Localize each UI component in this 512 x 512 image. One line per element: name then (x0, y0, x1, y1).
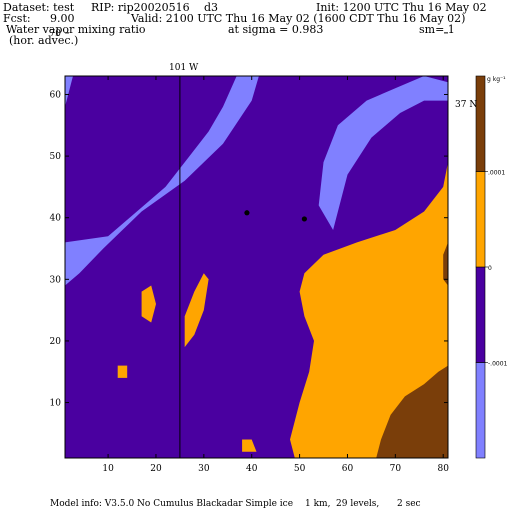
x-tick-label: 40 (246, 464, 258, 474)
header-rip: RIP: rip20020516 (91, 1, 190, 14)
station-marker (301, 216, 307, 222)
station-marker (244, 210, 250, 216)
contour-region-0_to_0.0001 (184, 273, 209, 348)
header-domain: d3 (204, 1, 219, 14)
x-tick-label: 20 (150, 464, 162, 474)
colorbar-label: 0 (488, 265, 492, 272)
colorbar-label: .0001 (488, 170, 505, 177)
station-markers (244, 210, 307, 222)
contour-region-0_to_0.0001 (117, 365, 128, 378)
y-tick-label: 70 (50, 29, 62, 39)
colorbar-swatch (475, 266, 486, 363)
header-init: Init: 1200 UTC Thu 16 May 02 (316, 1, 487, 14)
smoothing: sm= 1 (419, 23, 455, 36)
map-reference-lines (179, 76, 181, 458)
colorbar-swatch (475, 362, 486, 459)
y-tick-label: 40 (50, 214, 62, 224)
header-dataset: Dataset: test (3, 1, 75, 14)
x-axis: 10 20 30 40 50 60 70 80 (102, 76, 449, 474)
colorbar-swatch (475, 75, 486, 172)
colorbar: -.0001 0 .0001 g kg⁻¹ (475, 75, 508, 459)
header-fcst-value: 9.00 (50, 12, 75, 25)
x-tick-label: 30 (198, 464, 210, 474)
y-axis: 10 20 30 40 50 60 70 (50, 29, 448, 409)
header-fcst-label: Fcst: (3, 12, 31, 25)
header-valid: Valid: 2100 UTC Thu 16 May 02 (1600 CDT … (131, 12, 466, 25)
contour-region-below_-0.0001 (65, 76, 259, 286)
contour-regions (65, 76, 448, 458)
x-tick-label: 50 (294, 464, 306, 474)
x-tick-label: 10 (102, 464, 114, 474)
footer-dx: 1 km, (305, 499, 331, 509)
field-name: Water vapor mixing ratio (6, 23, 146, 36)
x-tick-label: 80 (437, 464, 449, 474)
colorbar-swatch (475, 171, 486, 268)
y-tick-label: 50 (50, 152, 62, 162)
footer-levels: 29 levels, (336, 499, 380, 509)
x-tick-label: 60 (342, 464, 354, 474)
contour-region-above_0.0001 (376, 365, 448, 458)
y-tick-label: 30 (50, 275, 62, 285)
contour-region-0_to_0.0001 (141, 285, 156, 323)
colorbar-label: -.0001 (488, 361, 508, 368)
colorbar-units: g kg⁻¹ (487, 76, 506, 83)
contour-region-0_to_0.0001 (242, 439, 257, 452)
contour-region-above_0.0001 (443, 242, 448, 286)
contour-region-below_-0.0001 (65, 76, 73, 107)
parallel-label: 37 N (455, 100, 478, 110)
y-tick-label: 20 (50, 337, 62, 347)
footer-dt: 2 sec (397, 499, 421, 509)
footer-model-info: Model info: V3.5.0 No Cumulus Blackadar … (50, 499, 294, 509)
contour-region-below_-0.0001 (318, 76, 448, 230)
y-tick-label: 60 (50, 90, 62, 100)
meridian-label: 101 W (169, 63, 199, 73)
y-tick-label: 10 (50, 399, 62, 409)
contour-region-0_to_0.0001 (290, 162, 448, 458)
x-tick-label: 70 (390, 464, 402, 474)
plot-frame (64, 75, 449, 459)
field-subtitle: (hor. advec.) (9, 34, 79, 47)
sigma-level: at sigma = 0.983 (228, 23, 324, 36)
